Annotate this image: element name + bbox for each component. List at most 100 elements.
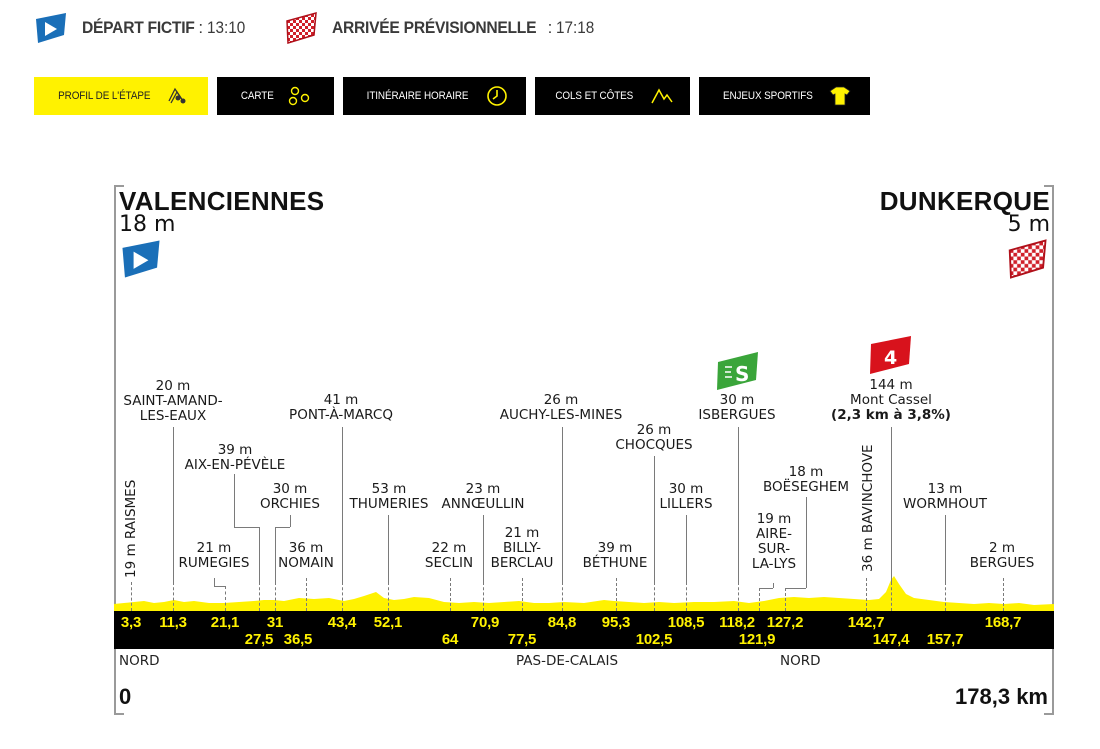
marker-dash [342, 582, 343, 611]
tab-map[interactable]: CARTE [217, 77, 334, 115]
km-band [114, 611, 1054, 649]
label-pont-a-marcq: 41 m PONT-À-MARCQ [289, 392, 393, 423]
marker-dash [654, 582, 655, 611]
profile-mountain-icon [168, 87, 186, 104]
marker-stem [562, 427, 563, 582]
label-annoeullin: 23 m ANNŒULLIN [441, 481, 525, 512]
marker-dash [686, 582, 687, 611]
label-wormhout: 13 m WORMHOUT [903, 481, 987, 512]
yellow-jersey-icon [829, 86, 851, 106]
finish-separator: : [547, 18, 553, 37]
marker-dash [259, 582, 260, 611]
km-label: 3,3 [120, 614, 142, 631]
label-orchies: 30 m ORCHIES [260, 481, 320, 512]
marker-dash [1003, 578, 1004, 611]
stage-header: DÉPART FICTIF : 13:10 ARRIVÉE PRÉVISIONN… [34, 8, 633, 48]
marker-stem [275, 527, 276, 582]
finish-flag-icon [285, 11, 317, 45]
km-label: 77,5 [507, 631, 537, 648]
label-chocques: 26 m CHOCQUES [615, 422, 693, 453]
label-bergues: 2 m BERGUES [969, 540, 1035, 571]
marker-stem [234, 474, 235, 527]
stage-tabs: PROFIL DE L'ÉTAPE CARTE ITINÉRAIRE HORAI… [34, 77, 879, 115]
marker-stem [259, 527, 260, 582]
label-auchy-les-mines: 26 m AUCHY-LES-MINES [499, 392, 623, 423]
label-rumegies: 21 m RUMEGIES [178, 540, 250, 571]
intermediate-sprint-icon: S [717, 352, 758, 390]
svg-text:4: 4 [884, 347, 897, 369]
marker-connector [275, 527, 290, 528]
km-label: 36,5 [283, 631, 313, 648]
region-nord-1: NORD [119, 653, 160, 669]
km-label: 52,1 [373, 614, 403, 631]
start-city: VALENCIENNES [119, 186, 325, 216]
marker-dash [866, 578, 867, 611]
km-label: 95,3 [601, 614, 631, 631]
marker-dash [738, 582, 739, 611]
tab-label: ITINÉRAIRE HORAIRE [366, 90, 469, 102]
label-lillers: 30 m LILLERS [659, 481, 713, 512]
label-aix-en-pevele: 39 m AIX-EN-PÉVÈLE [184, 442, 286, 473]
route-map-icon [288, 86, 309, 106]
km-label: 31 [266, 614, 284, 631]
total-distance: 178,3 km [955, 684, 1048, 709]
km-label: 108,5 [667, 614, 705, 631]
start-separator: : [198, 18, 204, 37]
marker-dash [562, 582, 563, 611]
tab-label: CARTE [241, 90, 274, 102]
km-label: 84,8 [547, 614, 577, 631]
label-bethune: 39 m BÉTHUNE [582, 540, 648, 571]
tab-stage-profile[interactable]: PROFIL DE L'ÉTAPE [34, 77, 208, 115]
climb-category-4-icon: 4 [870, 336, 911, 374]
marker-dash [759, 588, 760, 611]
label-nomain: 36 m NOMAIN [278, 540, 334, 571]
tab-climbs[interactable]: COLS ET CÔTES [535, 77, 690, 115]
label-thumeries: 53 m THUMERIES [349, 481, 429, 512]
region-pas-de-calais: PAS-DE-CALAIS [516, 653, 619, 669]
km-label: 43,4 [327, 614, 357, 631]
marker-dash [945, 582, 946, 611]
marker-stem [945, 515, 946, 582]
km-label: 147,4 [872, 631, 910, 648]
start-label: DÉPART FICTIF [82, 18, 195, 37]
km-label: 11,3 [159, 614, 187, 631]
marker-stem [773, 583, 774, 588]
marker-dash [891, 582, 892, 611]
elevation-profile-area [114, 576, 1054, 611]
frame-right-bracket [1044, 185, 1054, 715]
marker-stem [214, 578, 215, 586]
start-time: 13:10 [207, 18, 246, 37]
marker-dash [785, 588, 786, 611]
km-label: 102,5 [635, 631, 673, 648]
label-raismes: 19 m RAISMES [123, 479, 139, 578]
km-label: 168,7 [984, 614, 1022, 631]
label-aire-sur-la-lys: 19 m AIRE- SUR- LA-LYS [751, 511, 797, 572]
km-label: 118,2 [719, 614, 755, 631]
marker-dash [173, 582, 174, 611]
marker-dash [225, 586, 226, 611]
km-label: 64 [441, 631, 459, 648]
tab-label: PROFIL DE L'ÉTAPE [57, 90, 151, 102]
tab-timetable[interactable]: ITINÉRAIRE HORAIRE [343, 77, 526, 115]
km-label: 27,5 [244, 631, 274, 648]
finish-label: ARRIVÉE PRÉVISIONNELLE [331, 18, 537, 37]
marker-stem [342, 427, 343, 582]
tab-sporting-stakes[interactable]: ENJEUX SPORTIFS [699, 77, 870, 115]
km-label: 157,7 [926, 631, 964, 648]
finish-altitude: 5 m [1007, 212, 1050, 237]
marker-dash [388, 582, 389, 611]
km-label: 142,7 [847, 614, 885, 631]
finish-flag-icon [1008, 239, 1047, 279]
start-flag-icon [36, 13, 66, 43]
marker-stem [738, 427, 739, 582]
region-nord-2: NORD [780, 653, 821, 669]
marker-stem [173, 427, 174, 582]
marker-stem [290, 515, 291, 527]
marker-connector [785, 588, 806, 589]
tab-label: ENJEUX SPORTIFS [722, 90, 813, 102]
marker-connector [234, 527, 259, 528]
marker-stem [686, 515, 687, 582]
label-billy-berclau: 21 m BILLY- BERCLAU [490, 525, 554, 571]
marker-dash [522, 578, 523, 611]
